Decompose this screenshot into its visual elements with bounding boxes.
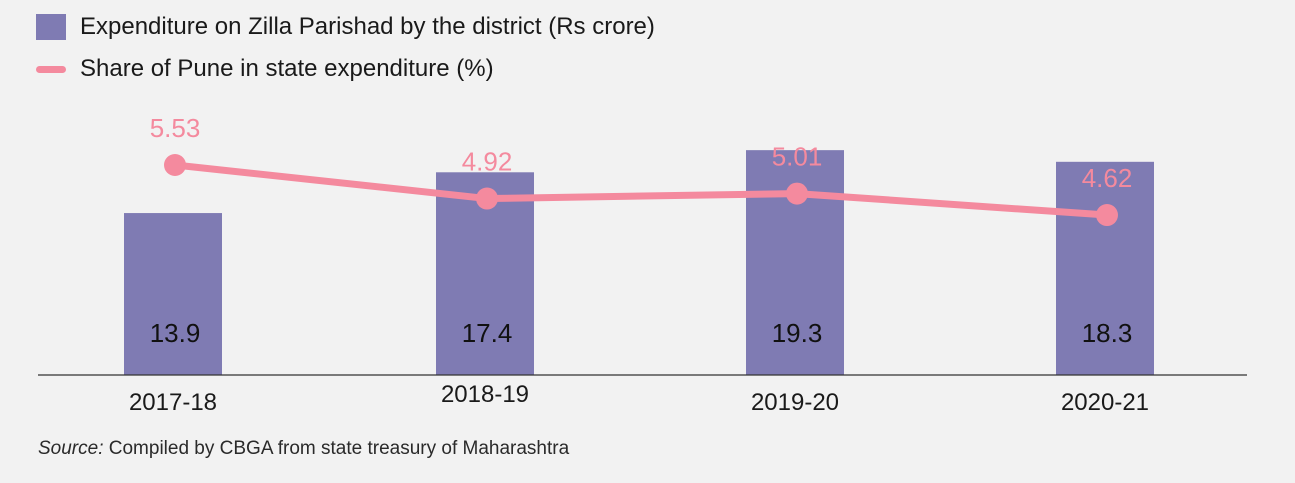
bar-2017-18: [124, 213, 222, 375]
legend-item-bar: Expenditure on Zilla Parishad by the dis…: [36, 12, 655, 42]
x-tick-2019-20: 2019-20: [751, 389, 839, 416]
x-tick-2020-21: 2020-21: [1061, 389, 1149, 416]
legend-swatch-bar: [36, 14, 66, 40]
bar-label-2017-18: 13.9: [150, 318, 201, 348]
line-point-2017-18: [164, 154, 186, 176]
bar-label-2018-19: 17.4: [462, 318, 513, 348]
line-label-2017-18: 5.53: [150, 113, 201, 143]
bar-2020-21: [1056, 161, 1154, 375]
line-point-2020-21: [1096, 204, 1118, 227]
line-point-2018-19: [476, 187, 498, 210]
legend: Expenditure on Zilla Parishad by the dis…: [36, 12, 655, 96]
source-note: Source: Compiled by CBGA from state trea…: [38, 438, 569, 460]
legend-swatch-line: [36, 65, 66, 73]
legend-label-bar: Expenditure on Zilla Parishad by the dis…: [80, 13, 655, 40]
line-label-2019-20: 5.01: [772, 142, 823, 172]
legend-item-line: Share of Pune in state expenditure (%): [36, 54, 655, 84]
bar-label-2020-21: 18.3: [1082, 318, 1133, 348]
x-tick-2018-19: 2018-19: [441, 381, 529, 408]
x-tick-2017-18: 2017-18: [129, 389, 217, 416]
line-label-2018-19: 4.92: [462, 147, 513, 177]
source-text: Compiled by CBGA from state treasury of …: [103, 438, 570, 459]
legend-label-line: Share of Pune in state expenditure (%): [80, 55, 494, 82]
bar-label-2019-20: 19.3: [772, 318, 823, 348]
line-share-of-pune: [171, 161, 1111, 219]
line-point-2019-20: [786, 182, 808, 205]
source-prefix: Source:: [38, 438, 104, 459]
line-label-2020-21: 4.62: [1082, 163, 1133, 193]
